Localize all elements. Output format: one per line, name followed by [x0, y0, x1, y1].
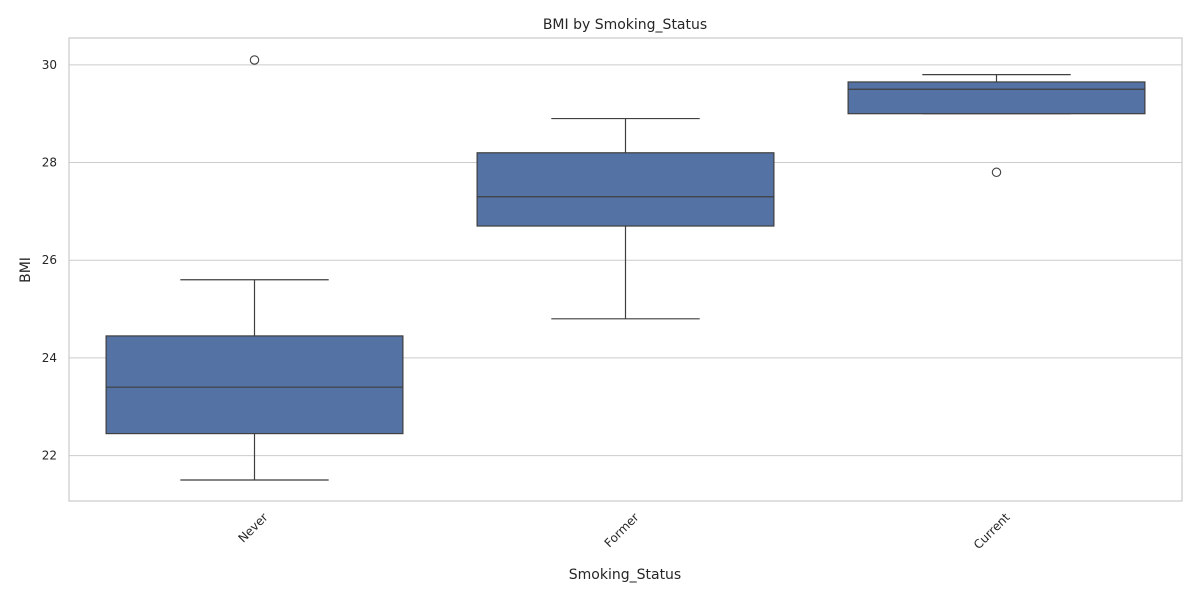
- x-tick-label: Never: [235, 510, 270, 545]
- y-tick-label: 22: [42, 449, 57, 463]
- box-series: [105, 55, 1146, 481]
- y-axis-label: BMI: [18, 257, 34, 283]
- iqr-box: [476, 152, 775, 227]
- x-tick-label: Current: [971, 510, 1013, 552]
- chart-title: BMI by Smoking_Status: [543, 17, 707, 33]
- y-tick-label: 26: [42, 253, 57, 267]
- x-axis-label: Smoking_Status: [569, 567, 681, 583]
- y-tick-label: 30: [42, 58, 57, 72]
- outlier-point: [249, 55, 260, 65]
- x-tick-label: Former: [602, 510, 642, 550]
- box-former: [476, 117, 775, 320]
- box-current: [847, 74, 1146, 178]
- iqr-box: [105, 335, 404, 435]
- y-tick-label: 28: [42, 156, 57, 170]
- y-axis-ticks: 22 24 26 28 30: [42, 58, 57, 463]
- x-axis-ticks: Never Former Current: [235, 510, 1012, 552]
- iqr-box: [847, 81, 1146, 115]
- box-never: [105, 55, 404, 481]
- outlier-point: [991, 167, 1002, 178]
- plot-frame: [68, 37, 1183, 502]
- y-tick-label: 24: [42, 351, 57, 365]
